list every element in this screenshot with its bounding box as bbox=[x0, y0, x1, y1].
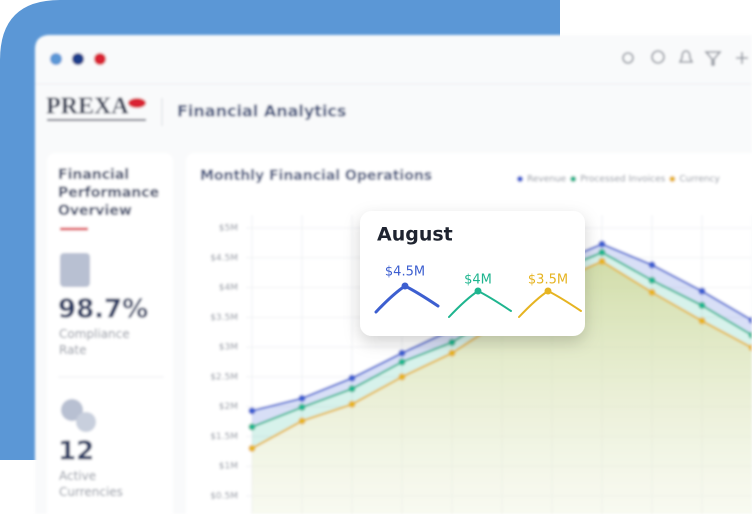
tooltip-value: $3.5M bbox=[528, 273, 568, 288]
y-tick-label: $4M bbox=[219, 283, 238, 293]
stat-value: 98.7% bbox=[58, 295, 148, 325]
overview-title: Financial Performance Overview bbox=[58, 167, 164, 219]
point bbox=[748, 331, 752, 339]
idea-icon[interactable] bbox=[651, 50, 665, 64]
point bbox=[448, 338, 456, 346]
coins-icon bbox=[76, 412, 96, 432]
y-tick-label: $3.5M bbox=[210, 313, 238, 323]
y-tick-label: $2M bbox=[219, 402, 238, 412]
point bbox=[698, 287, 706, 295]
window-dot bbox=[72, 53, 84, 65]
tooltip-title: August bbox=[377, 224, 453, 246]
document-icon bbox=[60, 253, 90, 287]
y-tick-label: $4.5M bbox=[210, 253, 238, 263]
legend-label: Currency bbox=[679, 175, 720, 185]
stat-value: 12 bbox=[58, 437, 94, 467]
point bbox=[598, 257, 606, 265]
point bbox=[348, 385, 356, 393]
sparkline-dot bbox=[474, 287, 482, 295]
y-tick-label: $0.5M bbox=[210, 492, 238, 502]
y-tick-label: $3M bbox=[219, 343, 238, 353]
legend-label: Processed Invoices bbox=[580, 175, 665, 185]
chart-title: Monthly Financial Operations bbox=[200, 168, 432, 184]
point bbox=[648, 261, 656, 269]
y-tick-label: $5M bbox=[219, 224, 238, 234]
area bbox=[252, 261, 752, 514]
legend-swatch bbox=[517, 176, 523, 182]
legend-swatch bbox=[669, 176, 676, 182]
tooltip-value: $4.5M bbox=[385, 265, 425, 280]
point bbox=[748, 344, 752, 352]
logo: PREXA bbox=[46, 94, 129, 120]
bell-icon[interactable] bbox=[678, 50, 694, 63]
point bbox=[598, 240, 606, 248]
point bbox=[648, 288, 656, 296]
dashboard: PREXA Financial Analytics Financial Perf… bbox=[35, 35, 752, 514]
point bbox=[398, 349, 406, 357]
point bbox=[598, 248, 606, 256]
point bbox=[698, 317, 706, 325]
sparkline-dot bbox=[544, 287, 552, 295]
logo-mark bbox=[128, 98, 146, 108]
point bbox=[248, 407, 256, 415]
add-icon[interactable] bbox=[736, 52, 748, 64]
coins-icon bbox=[61, 399, 83, 421]
page-title: Financial Analytics bbox=[177, 102, 346, 121]
point bbox=[348, 400, 356, 408]
point bbox=[298, 417, 306, 425]
sparkline-dot bbox=[401, 282, 409, 290]
point bbox=[398, 358, 406, 366]
tooltip-items: $4.5M $4M $3.5M bbox=[374, 265, 582, 318]
search-icon[interactable] bbox=[622, 52, 634, 64]
stat-label: Compliance Rate bbox=[59, 327, 133, 357]
tooltip-card bbox=[360, 211, 585, 336]
y-tick-label: $1.5M bbox=[210, 432, 238, 442]
point bbox=[648, 276, 656, 284]
point bbox=[298, 394, 306, 402]
filter-icon[interactable] bbox=[704, 51, 722, 66]
tooltip-value: $4M bbox=[464, 273, 492, 288]
legend-label: Revenue bbox=[527, 175, 567, 185]
point bbox=[298, 403, 306, 411]
window-dot bbox=[50, 53, 62, 65]
point bbox=[248, 444, 256, 452]
window-dot bbox=[94, 53, 106, 65]
stat-label: Active Currencies bbox=[59, 469, 123, 499]
point bbox=[698, 301, 706, 309]
point bbox=[398, 373, 406, 381]
point bbox=[348, 374, 356, 382]
legend: Revenue Processed Invoices Currency bbox=[517, 175, 721, 185]
legend-swatch bbox=[570, 176, 577, 182]
tooltip bbox=[360, 211, 585, 336]
point bbox=[748, 316, 752, 324]
y-tick-label: $2.5M bbox=[210, 372, 238, 382]
y-tick-label: $1M bbox=[219, 462, 238, 472]
point bbox=[248, 423, 256, 431]
toolbar-icons bbox=[622, 50, 748, 66]
point bbox=[448, 349, 456, 357]
